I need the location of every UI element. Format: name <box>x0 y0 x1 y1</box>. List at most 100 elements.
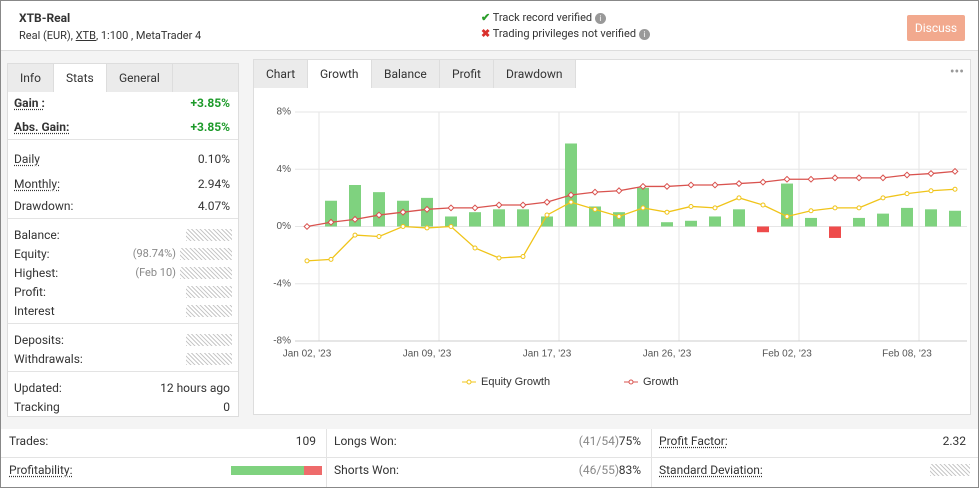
chart-tab[interactable]: Chart <box>254 60 309 88</box>
point <box>592 206 598 212</box>
point <box>735 180 743 188</box>
tab[interactable]: Stats <box>54 64 107 92</box>
summary-label: Longs Won: <box>334 434 397 448</box>
bar <box>901 207 913 227</box>
point <box>543 198 551 206</box>
stat-label: Interest <box>14 304 55 318</box>
summary-label: Standard Deviation: <box>659 463 763 477</box>
separator <box>8 218 238 219</box>
bar <box>709 216 721 227</box>
point <box>855 174 863 182</box>
bar <box>661 222 673 227</box>
point <box>544 212 550 218</box>
stat-label: Abs. Gain: <box>14 120 70 134</box>
summary-note: (41/54) <box>578 434 619 448</box>
tab[interactable]: General <box>107 64 173 92</box>
bar <box>949 210 961 227</box>
point <box>591 188 599 196</box>
chart-tab[interactable]: Growth <box>308 60 372 88</box>
stat-label: Gain : <box>14 96 45 110</box>
point <box>904 191 910 197</box>
bar <box>373 192 385 227</box>
separator <box>8 323 238 324</box>
point <box>328 256 334 262</box>
point <box>423 205 431 213</box>
blurred-value <box>930 464 970 476</box>
summary: Trades: 109 Longs Won: 75% (41/54) Profit Fac… <box>1 429 978 487</box>
menu-dots[interactable]: ••• <box>949 64 964 80</box>
point <box>495 201 503 209</box>
profitability-bar-lost[interactable] <box>304 466 322 475</box>
bar <box>781 183 793 227</box>
line <box>306 188 956 262</box>
blurred-value <box>180 267 232 279</box>
point <box>783 175 791 183</box>
stat-label: Drawdown: <box>14 199 74 213</box>
point <box>304 258 310 264</box>
point <box>712 205 718 211</box>
profitability-bar-won[interactable] <box>231 466 304 475</box>
point <box>400 224 406 229</box>
point <box>448 224 454 229</box>
not-verified: ✖ Trading privileges not verified i <box>481 27 650 40</box>
point <box>711 181 719 189</box>
bar <box>325 200 337 227</box>
point <box>496 255 502 261</box>
legend-marker <box>628 379 634 385</box>
point <box>615 187 623 195</box>
chart-tab[interactable]: Drawdown <box>494 60 576 88</box>
point <box>759 178 767 186</box>
blurred-value <box>186 334 232 346</box>
bar <box>925 209 937 227</box>
point <box>663 182 671 190</box>
line <box>306 170 956 228</box>
broker-link[interactable]: XTB <box>75 29 96 42</box>
point <box>375 211 383 219</box>
x-tick-label: Jan 26, '23 <box>643 349 692 360</box>
stat-note: (Feb 10) <box>135 266 176 279</box>
blurred-value <box>186 229 232 241</box>
point <box>640 205 646 211</box>
point <box>952 186 958 192</box>
chart-tab[interactable]: Profit <box>440 60 494 88</box>
point <box>424 225 430 231</box>
summary-value: 75% <box>618 434 641 448</box>
tab-strip[interactable] <box>173 64 238 92</box>
verified-text: Track record verified <box>492 11 593 24</box>
bar <box>493 209 505 227</box>
bar <box>877 213 889 227</box>
y-tick-label: -4% <box>273 278 291 289</box>
x-tick-label: Jan 02, '23 <box>283 349 332 360</box>
stat-label: Deposits: <box>14 333 64 347</box>
point <box>520 254 526 260</box>
bar <box>541 216 553 227</box>
point <box>736 195 742 201</box>
point <box>376 234 382 240</box>
bar <box>589 206 601 227</box>
point <box>616 213 622 219</box>
x-tick-label: Feb 08, '23 <box>882 349 932 360</box>
separator <box>8 139 238 140</box>
blurred-value <box>180 248 232 260</box>
chart-tab[interactable]: Balance <box>372 60 440 88</box>
point <box>903 171 911 179</box>
bar <box>805 217 817 227</box>
point <box>303 222 311 231</box>
summary-value: 2.32 <box>942 434 966 448</box>
summary-label: Profitability: <box>9 463 73 477</box>
discuss-button[interactable]: Discuss <box>907 15 965 41</box>
point <box>567 191 575 199</box>
stat-value: 12 hours ago <box>160 381 230 395</box>
summary-value: 83% <box>618 463 641 477</box>
header <box>1 1 978 51</box>
point <box>664 209 670 215</box>
stat-label: Profit: <box>14 285 46 299</box>
point <box>951 167 959 175</box>
point <box>879 174 887 182</box>
stat-label: Balance: <box>14 228 60 242</box>
point <box>856 205 862 211</box>
stat-label: Monthly: <box>14 177 60 191</box>
summary-label: Profit Factor: <box>659 434 728 448</box>
tab[interactable]: Info <box>8 64 54 92</box>
x-tick-label: Feb 02, '23 <box>762 349 812 360</box>
